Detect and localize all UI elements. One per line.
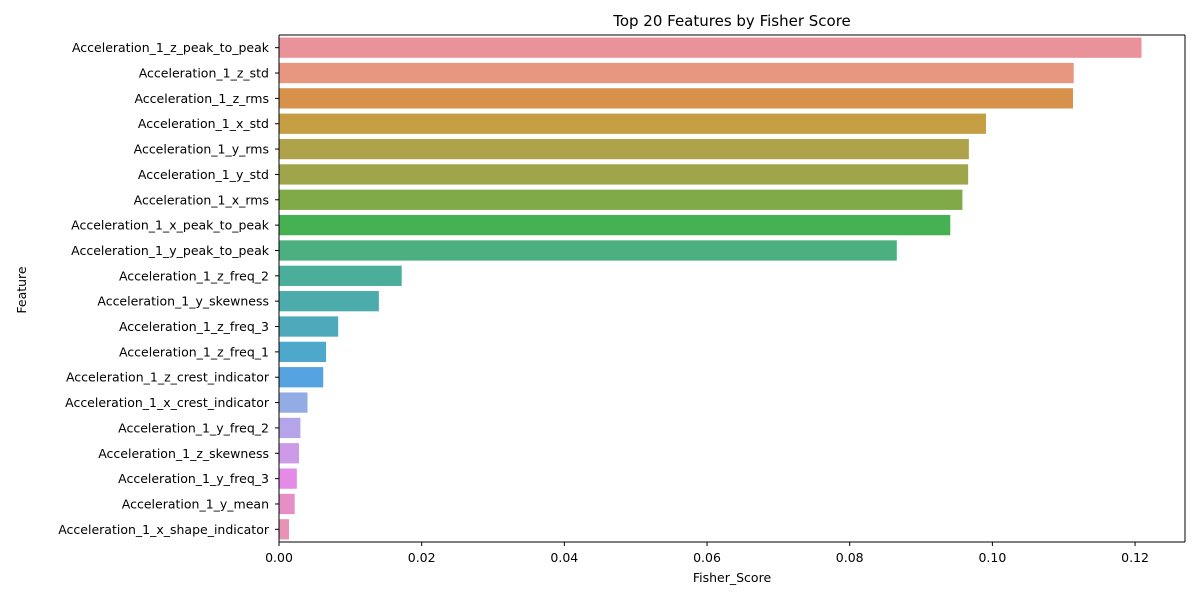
bar (279, 189, 963, 210)
y-tick-label: Acceleration_1_y_rms (134, 142, 269, 157)
x-tick-label: 0.04 (550, 550, 578, 565)
bar (279, 493, 295, 515)
bar (279, 164, 969, 185)
bar (279, 392, 308, 413)
y-tick-label: Acceleration_1_z_std (139, 66, 269, 81)
x-tick-label: 0.02 (408, 550, 436, 565)
bars-layer (279, 37, 1142, 540)
y-tick-label: Acceleration_1_z_skewness (98, 446, 269, 461)
y-tick-label: Acceleration_1_z_freq_3 (119, 319, 269, 334)
y-tick-label: Acceleration_1_y_freq_2 (118, 420, 269, 435)
y-tick-label: Acceleration_1_x_shape_indicator (58, 522, 270, 537)
y-tick-label: Acceleration_1_y_peak_to_peak (71, 243, 270, 258)
bar (279, 37, 1142, 58)
y-tick-label: Acceleration_1_x_std (138, 116, 269, 131)
bar (279, 214, 951, 236)
bar (279, 88, 1073, 109)
x-tick-label: 0.00 (265, 550, 293, 565)
y-tick-label: Acceleration_1_y_mean (122, 496, 269, 511)
bar (279, 367, 324, 388)
y-tick-label: Acceleration_1_x_peak_to_peak (71, 218, 270, 233)
y-tick-label: Acceleration_1_x_rms (134, 192, 269, 207)
y-tick-layer: Acceleration_1_z_peak_to_peak Acceleratio… (58, 40, 279, 537)
y-tick-label: Acceleration_1_z_rms (134, 91, 269, 106)
y-tick-label: Acceleration_1_z_freq_1 (119, 344, 269, 359)
bar (279, 341, 327, 363)
y-tick-label: Acceleration_1_z_freq_2 (119, 268, 269, 283)
bar (279, 113, 986, 134)
x-tick-label: 0.06 (693, 550, 721, 565)
bar (279, 468, 297, 489)
chart-title: Top 20 Features by Fisher Score (612, 12, 851, 30)
x-tick-layer: 0.00 0.02 0.04 0.06 0.08 0.10 0.12 (265, 542, 1149, 565)
y-tick-label: Acceleration_1_x_crest_indicator (65, 395, 270, 410)
y-tick-label: Acceleration_1_y_freq_3 (118, 471, 269, 486)
y-tick-label: Acceleration_1_y_skewness (97, 294, 269, 309)
x-tick-label: 0.10 (978, 550, 1006, 565)
bar (279, 443, 299, 464)
bar (279, 265, 402, 286)
x-tick-label: 0.08 (836, 550, 864, 565)
bar (279, 240, 897, 261)
bar (279, 316, 339, 337)
bar (279, 291, 379, 312)
y-axis-label: Feature (14, 266, 29, 314)
y-tick-label: Acceleration_1_z_peak_to_peak (72, 40, 270, 55)
bar (279, 417, 301, 439)
bar (279, 138, 969, 160)
bar (279, 62, 1074, 84)
bar (279, 519, 289, 540)
y-tick-label: Acceleration_1_z_crest_indicator (66, 370, 270, 385)
x-axis-label: Fisher_Score (693, 570, 772, 585)
x-tick-label: 0.12 (1121, 550, 1149, 565)
y-tick-label: Acceleration_1_y_std (138, 167, 269, 182)
